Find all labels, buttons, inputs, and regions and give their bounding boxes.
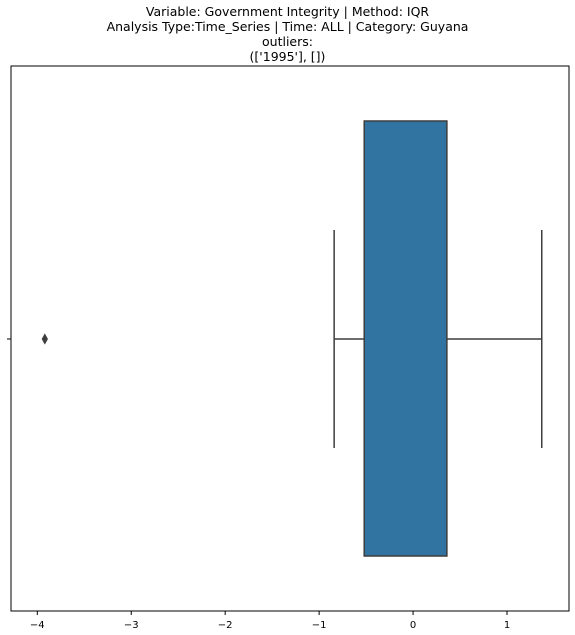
- x-axis-ticks: −4 −3 −2 −1 0 1: [30, 611, 510, 631]
- x-tick-label: −3: [124, 620, 139, 631]
- iqr-box: [363, 120, 448, 557]
- title-line-1: Variable: Government Integrity | Method:…: [145, 4, 430, 19]
- title-line-2: Analysis Type:Time_Series | Time: ALL | …: [106, 19, 469, 34]
- box-plot: [41, 120, 543, 557]
- x-tick-label: 0: [410, 620, 416, 631]
- x-tick-label: −1: [312, 620, 327, 631]
- x-tick-label: −2: [218, 620, 233, 631]
- title-line-4: (['1995'], []): [249, 49, 326, 64]
- x-tick-label: 1: [504, 620, 510, 631]
- title-line-3: outliers:: [262, 34, 313, 49]
- x-tick-label: −4: [30, 620, 45, 631]
- chart-title: Variable: Government Integrity | Method:…: [0, 4, 575, 64]
- outlier-point: [41, 333, 48, 345]
